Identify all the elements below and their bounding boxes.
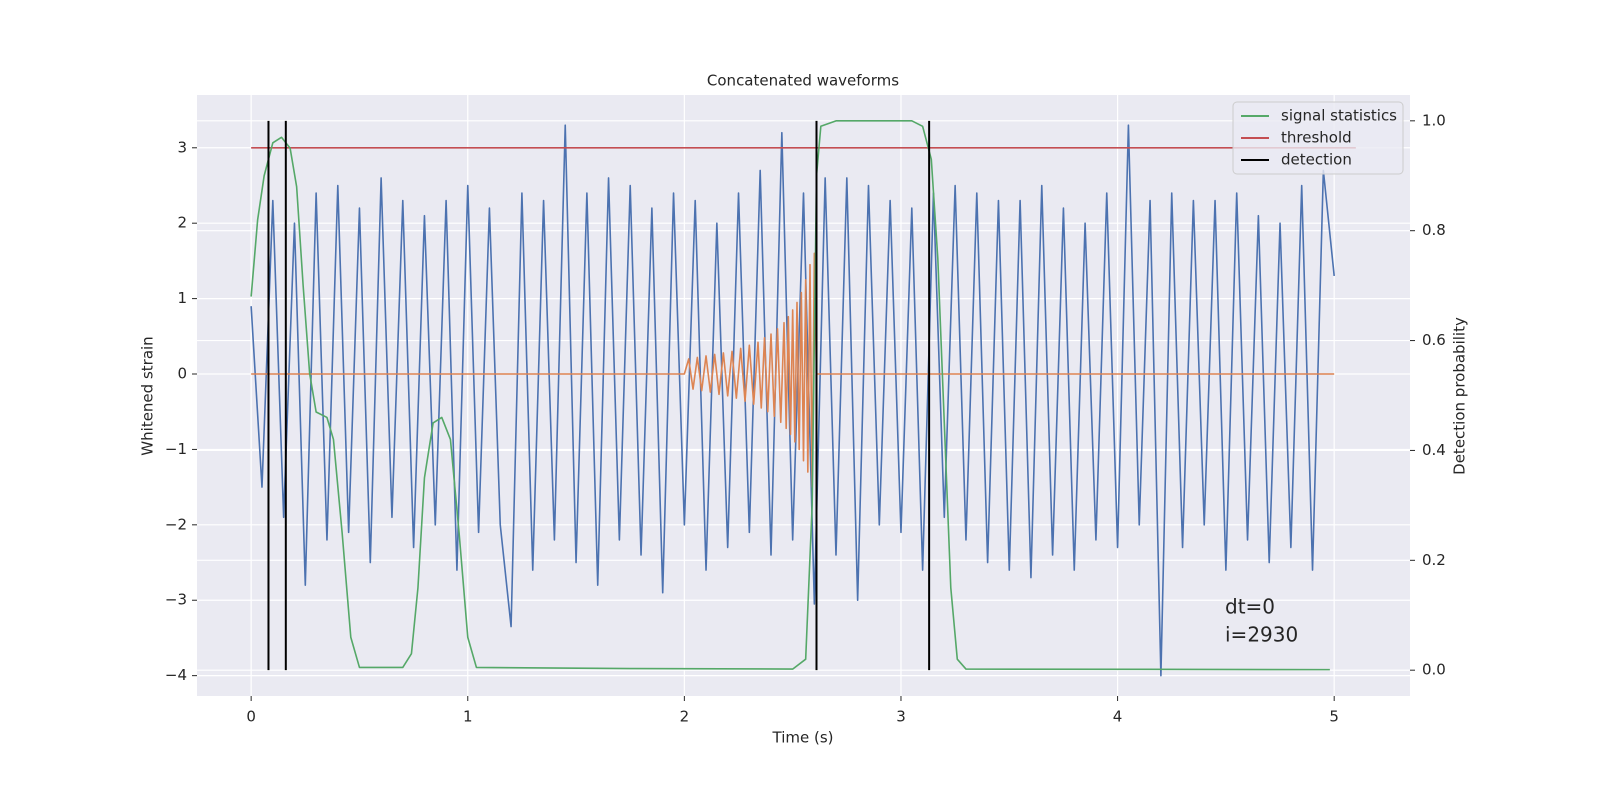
y-tick-label: 1	[177, 289, 187, 307]
y2-axis-label: Detection probability	[1451, 317, 1469, 475]
x-tick-label: 1	[463, 708, 473, 726]
legend: signal statistics threshold detection	[1232, 101, 1404, 175]
y2-tick-label: 0.8	[1422, 221, 1446, 239]
legend-box	[1232, 101, 1404, 175]
legend-label: detection	[1281, 151, 1352, 169]
y2-tick-label: 0.4	[1422, 441, 1446, 459]
marks	[250, 120, 1356, 677]
x-tick-label: 0	[246, 708, 256, 726]
legend-label: threshold	[1281, 129, 1352, 147]
y-tick-label: −4	[165, 666, 187, 684]
x-tick-label: 4	[1113, 708, 1123, 726]
y2-tick-label: 0.0	[1422, 661, 1446, 679]
x-axis-label: Time (s)	[772, 729, 834, 747]
y-tick-label: −3	[165, 591, 187, 609]
legend-label: signal statistics	[1281, 107, 1397, 125]
y2-tick-label: 1.0	[1422, 111, 1446, 129]
y2-tick-label: 0.2	[1422, 551, 1446, 569]
x-tick-label: 5	[1329, 708, 1339, 726]
y2-tick-label: 0.6	[1422, 331, 1446, 349]
annotation: i=2930	[1225, 623, 1298, 647]
series-line	[251, 252, 1335, 488]
x-tick-label: 2	[680, 708, 690, 726]
annotation: dt=0	[1225, 595, 1275, 619]
y-tick-label: −1	[165, 440, 187, 458]
y-axis-label: Whitened strain	[139, 336, 157, 455]
y-tick-label: 2	[177, 214, 187, 232]
y-tick-label: −2	[165, 515, 187, 533]
y-tick-label: 0	[177, 365, 187, 383]
series-line	[250, 124, 1335, 677]
series-line	[250, 120, 1330, 671]
y-tick-label: 3	[177, 138, 187, 156]
chart-title: Concatenated waveforms	[707, 72, 899, 90]
x-tick-label: 3	[896, 708, 906, 726]
